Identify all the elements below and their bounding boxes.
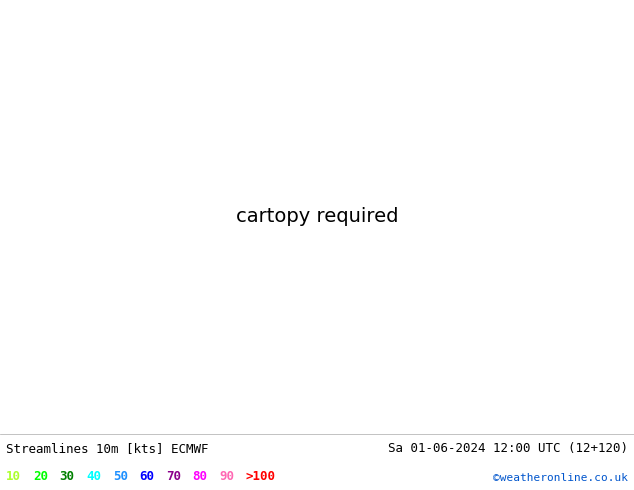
Text: 20: 20 — [33, 470, 48, 483]
Text: 80: 80 — [193, 470, 208, 483]
Text: 10: 10 — [6, 470, 22, 483]
Text: 60: 60 — [139, 470, 155, 483]
Text: 50: 50 — [113, 470, 128, 483]
Text: Sa 01-06-2024 12:00 UTC (12+120): Sa 01-06-2024 12:00 UTC (12+120) — [387, 442, 628, 455]
Text: >100: >100 — [246, 470, 276, 483]
Text: 40: 40 — [86, 470, 101, 483]
Text: 30: 30 — [60, 470, 75, 483]
Text: cartopy required: cartopy required — [236, 207, 398, 226]
Text: ©weatheronline.co.uk: ©weatheronline.co.uk — [493, 473, 628, 483]
Text: Streamlines 10m [kts] ECMWF: Streamlines 10m [kts] ECMWF — [6, 442, 209, 455]
Text: 70: 70 — [166, 470, 181, 483]
Text: 90: 90 — [219, 470, 235, 483]
